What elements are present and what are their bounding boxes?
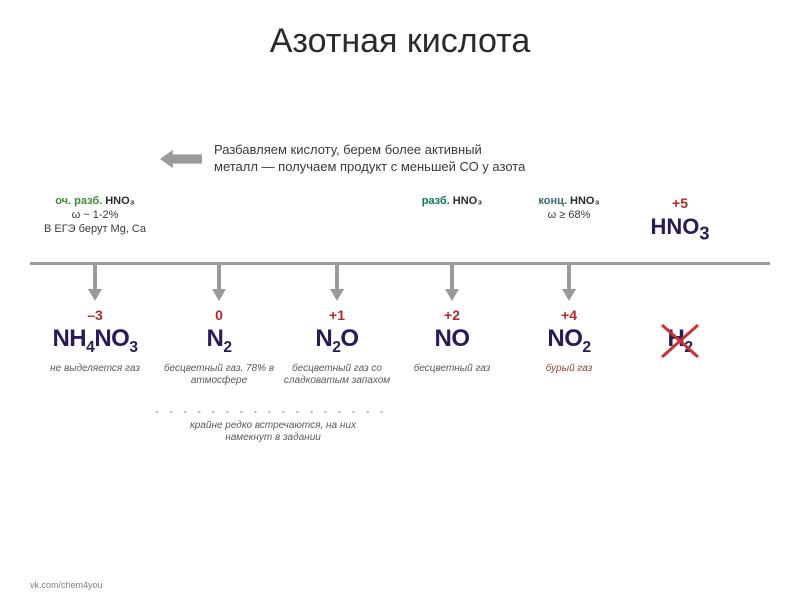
acid-label: HNO₃ [105, 195, 135, 207]
header-sub: ω ~ 1-2% [32, 209, 158, 223]
down-arrow-icon [212, 265, 226, 301]
cross-icon [658, 321, 702, 361]
product-footnote: бесцветный газ, 78% в атмосфере [154, 363, 284, 387]
product-column: +5HNO3H2 [630, 195, 730, 255]
product-formula: N2O [315, 325, 358, 357]
acid-formula: HNO3 [632, 213, 728, 245]
header-sub: ω ≥ 68% [510, 209, 628, 223]
columns-container: оч. разб. HNO₃ ω ~ 1-2%В ЕГЭ берут Mg, Ca… [30, 195, 770, 255]
product-footnote: не выделяется газ [24, 363, 167, 375]
product-formula: NO2 [547, 325, 590, 357]
rare-text: крайне редко встречаются, на них намекну… [154, 420, 392, 444]
horizontal-line [30, 262, 770, 265]
product-column: оч. разб. HNO₃ ω ~ 1-2%В ЕГЭ берут Mg, Ca… [30, 195, 160, 255]
hint-row: Разбавляем кислоту, берем более активный… [160, 142, 525, 176]
product-footnote: бесцветный газ [390, 363, 513, 375]
down-arrow-icon [330, 265, 344, 301]
brace-dashes: - - - - - - - - - - - - - - - - - - - - … [154, 407, 392, 418]
rare-brace: - - - - - - - - - - - - - - - - - - - - … [154, 407, 392, 444]
product-column: конц. HNO₃ω ≥ 68%+4NO2бурый газ [508, 195, 630, 255]
concentration-label: конц. [538, 195, 570, 207]
column-header: +5HNO3 [630, 195, 730, 255]
rare-line2: намекнут в задании [154, 432, 392, 444]
arrow-left-icon [160, 148, 202, 170]
concentration-label: разб. [422, 195, 453, 207]
hint-text: Разбавляем кислоту, берем более активный… [214, 142, 525, 176]
acid-label: HNO₃ [570, 195, 600, 207]
rare-line1: крайне редко встречаются, на них [154, 420, 392, 432]
column-header: оч. разб. HNO₃ ω ~ 1-2%В ЕГЭ берут Mg, Ca [30, 195, 160, 255]
down-arrow-icon [562, 265, 576, 301]
product-column: +1N2Oбесцветный газ со сладковатым запах… [278, 195, 396, 255]
down-arrow-icon [88, 265, 102, 301]
acid-label: HNO₃ [453, 195, 483, 207]
oxidation-state: +2 [444, 307, 460, 323]
oxidation-state: +5 [632, 195, 728, 213]
column-header: конц. HNO₃ ω ≥ 68% [508, 195, 630, 255]
product-footnote: бурый газ [502, 363, 636, 375]
oxidation-state: 0 [215, 307, 223, 323]
concentration-label: оч. разб. [55, 195, 105, 207]
column-header [278, 195, 396, 255]
hint-line1: Разбавляем кислоту, берем более активный [214, 142, 525, 159]
product-formula: NH4NO3 [52, 325, 137, 357]
credit: vk.com/chem4you [30, 580, 103, 590]
oxidation-state: –3 [87, 307, 103, 323]
down-arrow-icon [445, 265, 459, 301]
column-header [160, 195, 278, 255]
header-sub: В ЕГЭ берут Mg, Ca [32, 223, 158, 237]
product-formula: NO [435, 325, 470, 353]
oxidation-state: +1 [329, 307, 345, 323]
product-formula: N2 [206, 325, 231, 357]
product-column: 0N2бесцветный газ, 78% в атмосфере [160, 195, 278, 255]
oxidation-state: +4 [561, 307, 577, 323]
column-header: разб. HNO₃ [396, 195, 508, 255]
hint-line2: металл — получаем продукт с меньшей СО у… [214, 159, 525, 176]
product-footnote: бесцветный газ со сладковатым запахом [272, 363, 402, 387]
page-title: Азотная кислота [0, 0, 800, 61]
product-column: разб. HNO₃+2NOбесцветный газ [396, 195, 508, 255]
